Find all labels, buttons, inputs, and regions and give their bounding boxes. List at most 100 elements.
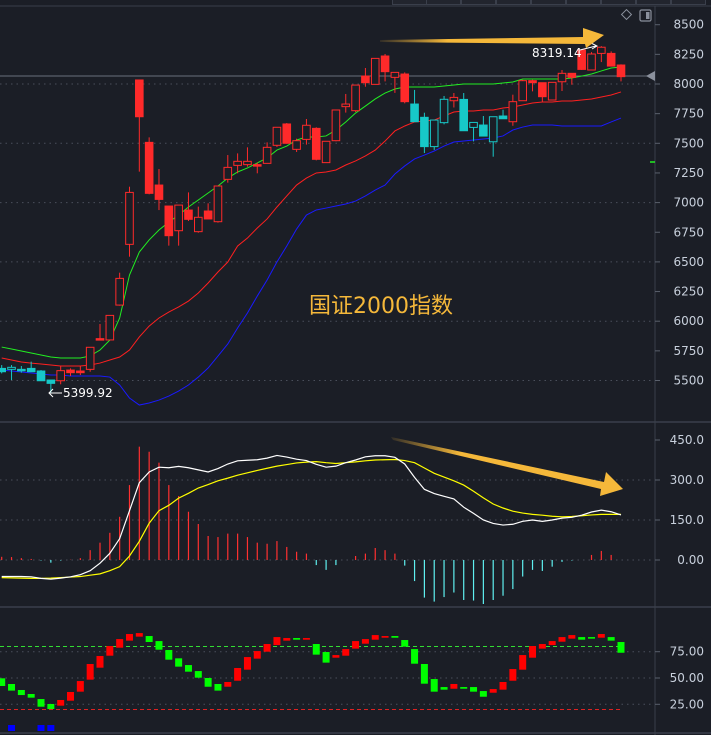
candle[interactable] [213, 185, 223, 223]
toolbar-tab[interactable] [671, 0, 706, 5]
kdj-block [371, 635, 379, 640]
candle-body [282, 123, 292, 144]
toolbar-tab[interactable] [461, 0, 496, 5]
candle[interactable] [321, 140, 331, 164]
candle[interactable] [252, 162, 262, 174]
candle-body [233, 160, 242, 166]
candle[interactable] [380, 53, 390, 82]
reference-price-marker [646, 71, 655, 82]
candle[interactable] [331, 109, 341, 142]
toolbar-tab[interactable] [566, 0, 601, 5]
kdj-block [342, 649, 350, 656]
candle-body [115, 277, 124, 306]
candle[interactable] [597, 46, 606, 63]
candle[interactable] [66, 368, 75, 376]
candle[interactable] [95, 324, 105, 341]
kdj-block [391, 636, 399, 638]
candle-body [311, 127, 321, 160]
grid-layer [0, 75, 655, 711]
candle[interactable] [410, 89, 419, 123]
diamond-icon[interactable] [620, 8, 633, 21]
candle[interactable] [449, 93, 459, 108]
kdj-block [155, 641, 163, 650]
candle[interactable] [420, 112, 429, 154]
kdj-signal-marker [8, 725, 16, 731]
candle[interactable] [459, 93, 469, 132]
candle-body [508, 101, 518, 123]
candle[interactable] [508, 94, 518, 126]
candle[interactable] [292, 138, 301, 152]
candle[interactable] [164, 205, 174, 246]
candle[interactable] [439, 95, 449, 125]
candle[interactable] [547, 81, 557, 101]
candle[interactable] [223, 155, 233, 183]
panel-toggle-icon[interactable] [639, 9, 652, 22]
macd-axis-label: 450.0 [670, 433, 704, 447]
candle[interactable] [302, 118, 311, 145]
candle[interactable] [567, 72, 577, 85]
candle[interactable] [498, 109, 508, 120]
candle[interactable] [85, 346, 95, 372]
kdj-block [607, 637, 615, 641]
candle[interactable] [233, 153, 242, 174]
candle[interactable] [400, 72, 410, 104]
toolbar-tab[interactable] [531, 0, 566, 5]
kdj-block [224, 681, 232, 687]
kdj-panel[interactable] [0, 633, 625, 731]
kdj-block [204, 678, 212, 687]
candle[interactable] [616, 64, 626, 82]
kdj-block [263, 644, 271, 652]
candle[interactable] [154, 169, 164, 211]
candle[interactable] [370, 57, 380, 85]
candle[interactable] [429, 119, 439, 150]
candle[interactable] [488, 116, 498, 157]
candle[interactable] [105, 314, 115, 341]
candle[interactable] [174, 204, 183, 246]
toolbar-tab[interactable] [496, 0, 531, 5]
candle[interactable] [272, 126, 282, 147]
candle[interactable] [587, 52, 596, 71]
candle[interactable] [125, 186, 134, 257]
kdj-block [470, 687, 478, 692]
candle[interactable] [262, 142, 272, 164]
candle[interactable] [538, 82, 547, 102]
candle-body [587, 53, 596, 71]
kdj-block [293, 638, 301, 640]
toolbar-tab[interactable] [426, 0, 461, 5]
candle[interactable] [203, 203, 213, 220]
candle[interactable] [479, 116, 488, 137]
price-panel[interactable] [0, 46, 626, 406]
candle[interactable] [606, 51, 616, 67]
candle[interactable] [243, 147, 252, 167]
candle-body [380, 55, 390, 73]
toolbar-tab[interactable] [601, 0, 636, 5]
candle[interactable] [7, 365, 16, 381]
candle[interactable] [184, 192, 193, 221]
candle[interactable] [144, 137, 154, 195]
candle[interactable] [361, 67, 370, 87]
candle[interactable] [36, 370, 46, 382]
candle[interactable] [0, 365, 6, 374]
candle[interactable] [341, 93, 351, 113]
candle[interactable] [76, 366, 85, 376]
candle[interactable] [528, 79, 537, 92]
candle-body [105, 314, 115, 341]
candle[interactable] [26, 361, 36, 373]
candle[interactable] [311, 127, 321, 161]
toolbar-tab[interactable] [636, 0, 671, 5]
candle[interactable] [282, 123, 292, 144]
macd-panel[interactable] [1, 446, 622, 604]
candle[interactable] [194, 206, 203, 233]
candle[interactable] [56, 366, 65, 385]
candle[interactable] [518, 79, 527, 102]
candle[interactable] [469, 121, 478, 142]
candle[interactable] [351, 84, 360, 112]
candle[interactable] [390, 71, 400, 93]
candle[interactable] [17, 366, 26, 373]
kdj-block [381, 636, 389, 638]
candle[interactable] [46, 379, 56, 393]
candle[interactable] [135, 79, 144, 172]
candle[interactable] [115, 272, 124, 306]
candle-body [36, 370, 46, 382]
candle[interactable] [557, 70, 567, 91]
